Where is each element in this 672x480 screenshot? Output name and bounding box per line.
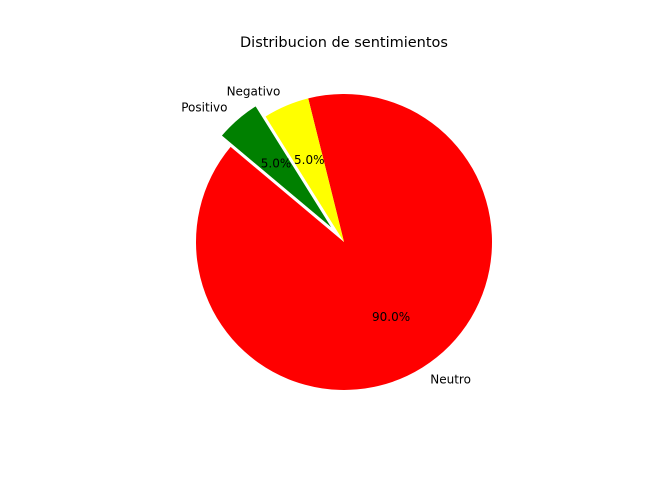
pie-slice-positivo (219, 104, 335, 232)
slice-label-positivo: Positivo (181, 100, 227, 114)
pie-labels: Neutro 90.0% Negativo 5.0% Positivo 5.0% (181, 85, 471, 387)
chart-title: Distribucion de sentimientos (240, 35, 448, 51)
slice-percent-positivo: 5.0% (261, 156, 292, 170)
slice-percent-neutro: 90.0% (372, 310, 410, 324)
pie-slices (196, 93, 493, 391)
slice-label-negativo: Negativo (227, 85, 281, 99)
slice-label-neutro: Neutro (430, 373, 471, 387)
pie-slice-negativo (265, 98, 344, 242)
slice-percent-negativo: 5.0% (294, 153, 325, 167)
